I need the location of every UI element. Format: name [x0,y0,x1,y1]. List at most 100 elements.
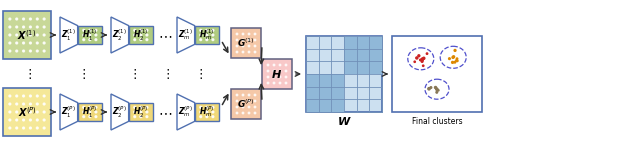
Bar [392,36,482,112]
Circle shape [36,26,38,28]
Circle shape [9,127,11,129]
Circle shape [243,112,244,114]
Text: $\boldsymbol{H}_m^{(P)}$: $\boldsymbol{H}_m^{(P)}$ [199,105,214,119]
Circle shape [206,106,208,108]
Text: $\vdots$: $\vdots$ [193,67,202,81]
Circle shape [268,76,269,78]
Text: $\boldsymbol{Z}_m^{(P)}$: $\boldsymbol{Z}_m^{(P)}$ [179,105,193,119]
Circle shape [83,106,84,108]
Circle shape [285,70,287,72]
Bar [319,74,332,87]
Circle shape [16,111,18,113]
Circle shape [83,111,84,113]
Circle shape [22,34,24,36]
Circle shape [29,34,31,36]
Circle shape [89,106,91,108]
Circle shape [428,88,430,90]
Circle shape [421,59,423,61]
Circle shape [206,111,208,113]
Circle shape [421,60,423,62]
Circle shape [285,82,287,84]
Circle shape [146,29,148,31]
Text: $\vdots$: $\vdots$ [161,67,170,81]
Circle shape [134,111,136,113]
Circle shape [140,34,141,36]
Circle shape [36,127,38,129]
Circle shape [248,39,250,41]
Circle shape [243,51,244,53]
Circle shape [89,116,91,118]
Circle shape [212,111,214,113]
Circle shape [140,106,141,108]
Circle shape [16,18,18,20]
Circle shape [200,111,202,113]
Circle shape [421,58,424,60]
Bar [344,61,356,74]
Text: $\vdots$: $\vdots$ [127,67,136,81]
Circle shape [9,26,11,28]
Circle shape [200,29,202,31]
Bar [77,103,102,121]
Circle shape [243,45,244,47]
Circle shape [456,60,458,61]
Circle shape [134,116,136,118]
Circle shape [414,61,415,62]
Circle shape [236,100,237,102]
Circle shape [436,88,438,90]
Circle shape [140,111,141,113]
Circle shape [22,18,24,20]
Circle shape [9,50,11,52]
Circle shape [436,91,438,93]
Circle shape [449,58,451,59]
Circle shape [83,116,84,118]
Circle shape [16,95,18,97]
Circle shape [212,34,214,36]
Circle shape [16,42,18,44]
Circle shape [430,87,432,88]
Bar [332,87,344,99]
Circle shape [212,106,214,108]
Circle shape [16,127,18,129]
Circle shape [146,106,148,108]
Circle shape [285,76,287,78]
Circle shape [254,33,256,35]
Circle shape [243,94,244,96]
Bar [129,103,153,121]
Bar [231,28,261,58]
Text: $\boldsymbol{G}^{(1)}$: $\boldsymbol{G}^{(1)}$ [237,37,255,49]
Circle shape [22,111,24,113]
Bar [356,61,369,74]
Circle shape [243,33,244,35]
Circle shape [36,50,38,52]
Text: $\boldsymbol{Z}_2^{(P)}$: $\boldsymbol{Z}_2^{(P)}$ [113,104,127,120]
Circle shape [83,34,84,36]
Polygon shape [177,94,195,130]
Circle shape [452,56,454,58]
Circle shape [95,39,97,41]
Bar [3,88,51,136]
Bar [262,59,292,89]
Circle shape [89,34,91,36]
Circle shape [95,116,97,118]
Circle shape [279,82,281,84]
Circle shape [36,111,38,113]
Circle shape [16,119,18,121]
Circle shape [254,39,256,41]
Circle shape [243,106,244,108]
Circle shape [248,33,250,35]
Bar [306,36,382,112]
Circle shape [134,29,136,31]
Circle shape [16,50,18,52]
Circle shape [83,29,84,31]
Text: $\boldsymbol{H}_2^{(1)}$: $\boldsymbol{H}_2^{(1)}$ [133,27,148,43]
Bar [129,26,153,44]
Circle shape [273,76,275,78]
Circle shape [200,39,202,41]
Circle shape [9,18,11,20]
Bar [319,87,332,99]
Bar [356,36,369,49]
Circle shape [36,42,38,44]
Circle shape [452,61,454,63]
Polygon shape [177,17,195,53]
Circle shape [9,42,11,44]
